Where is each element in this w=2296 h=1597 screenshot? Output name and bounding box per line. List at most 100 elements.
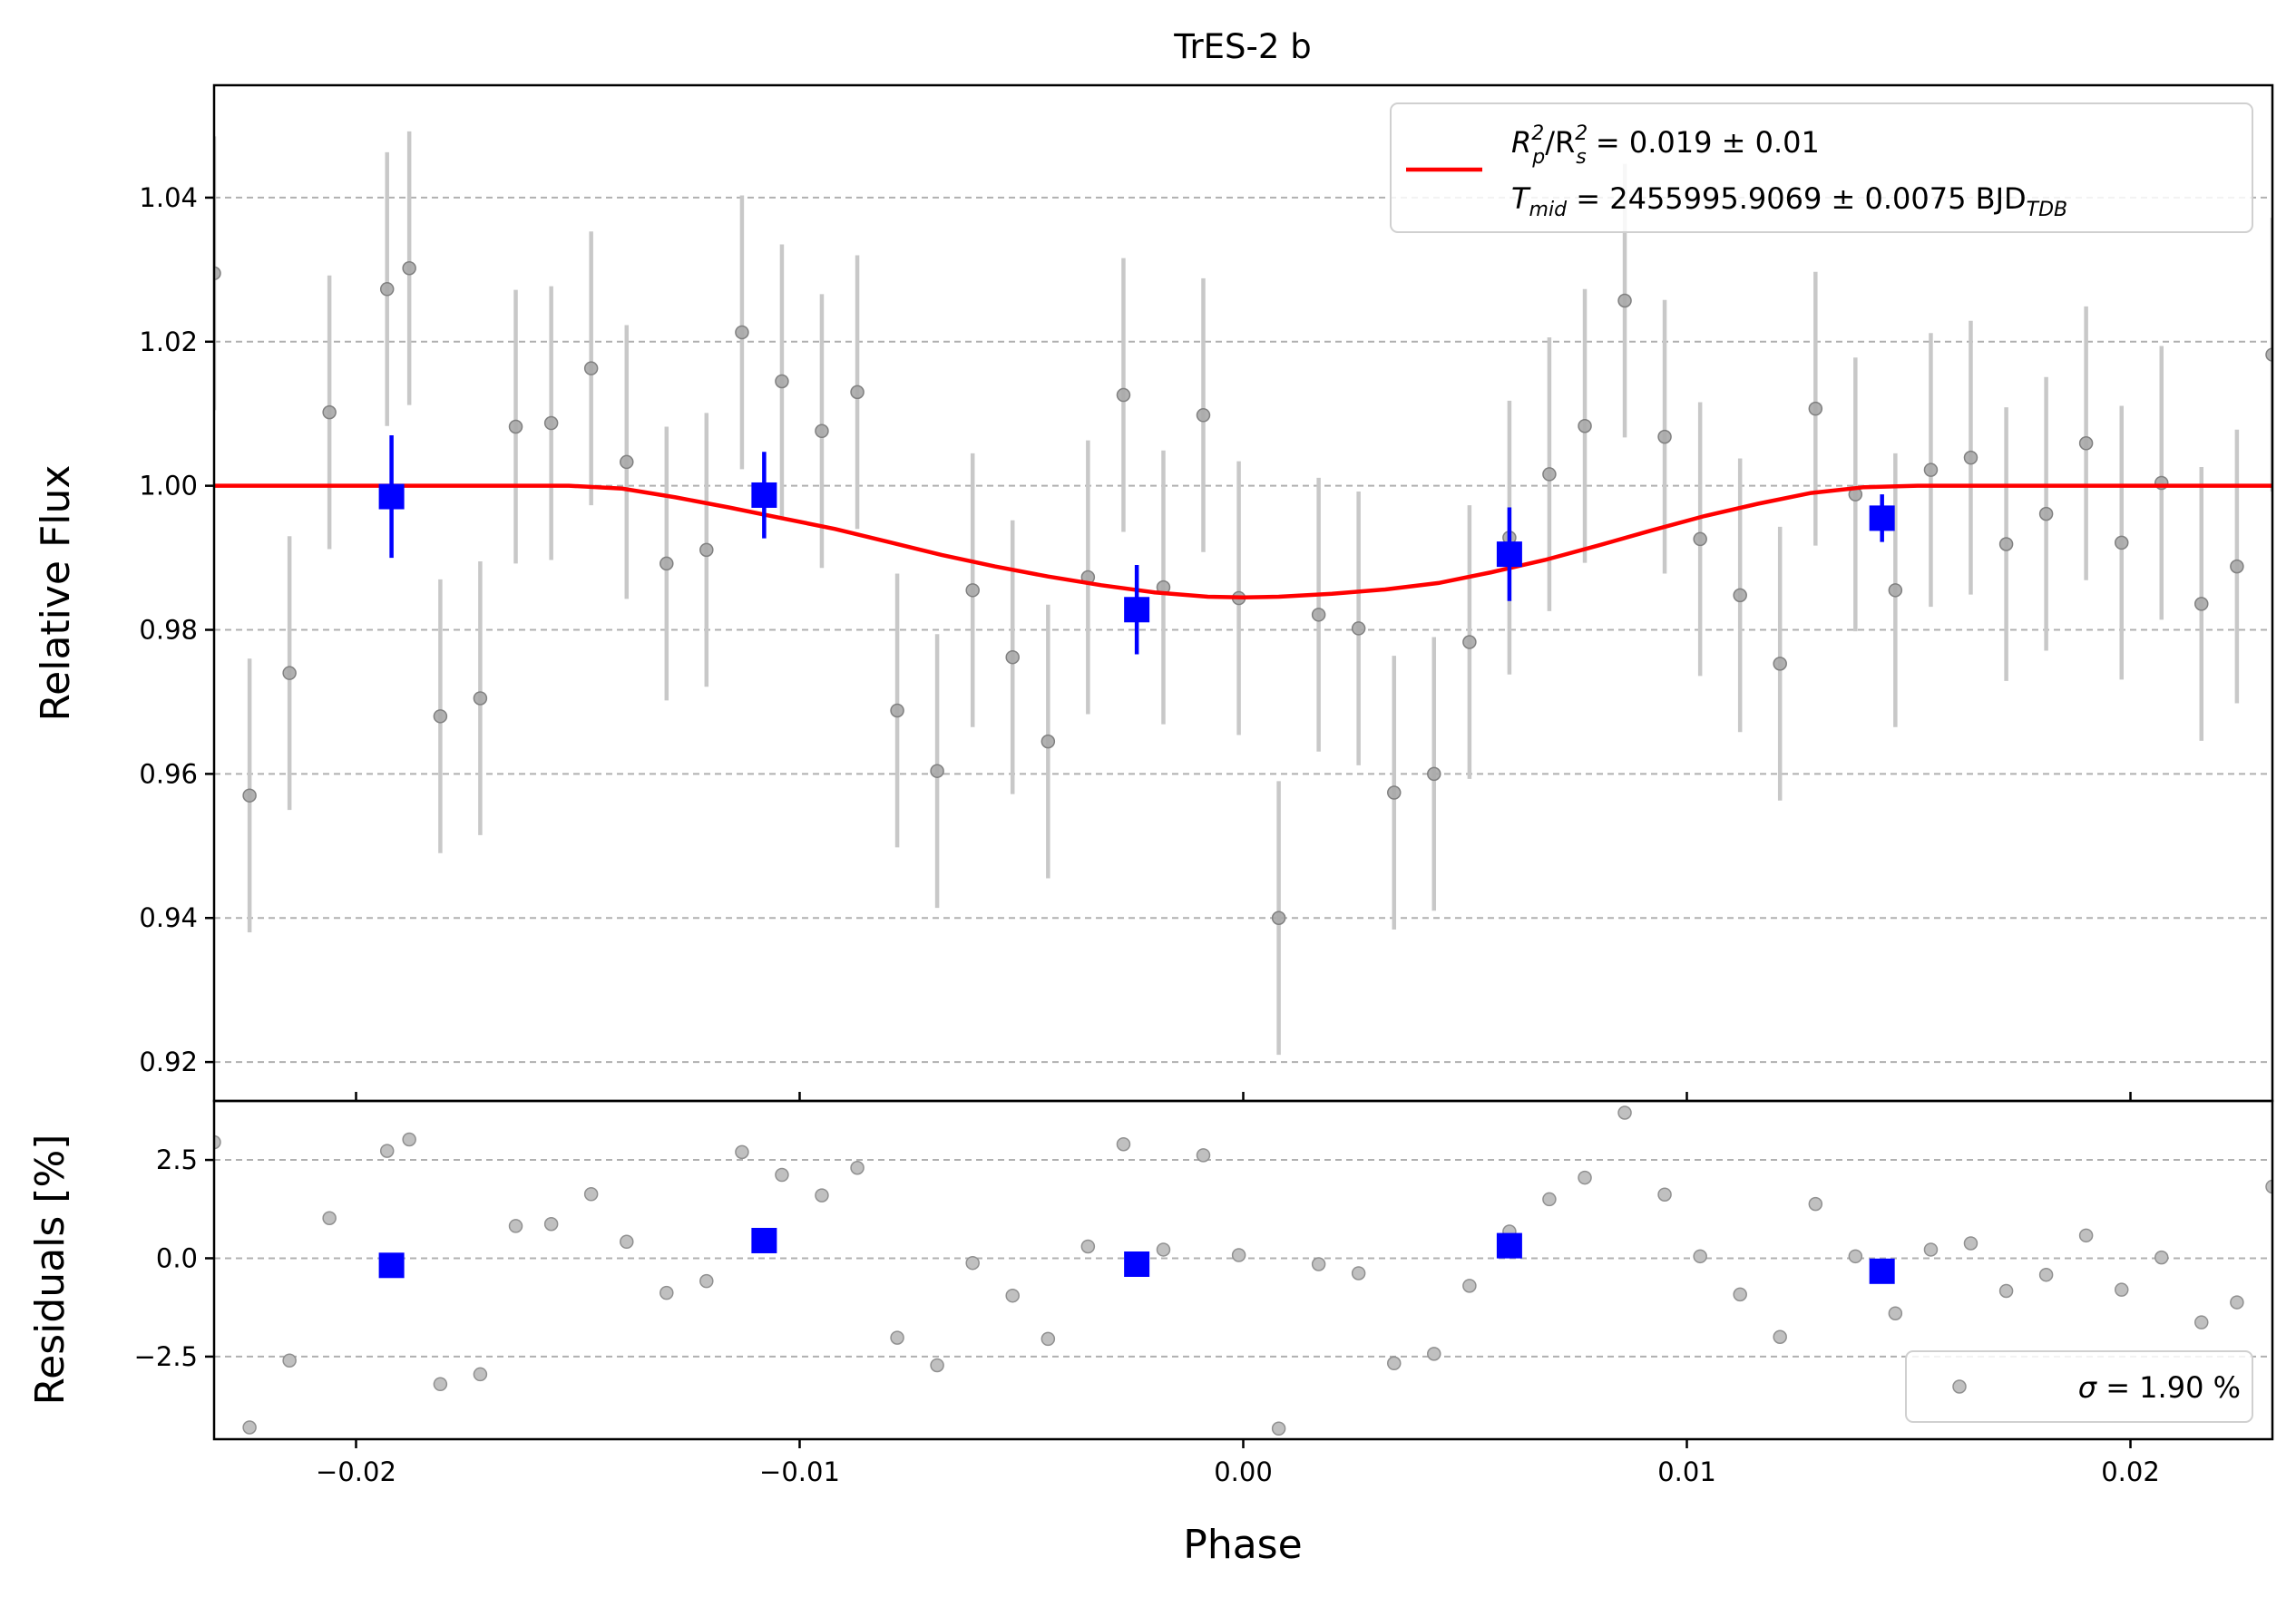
residual-raw-point — [1231, 1248, 1246, 1262]
residual-raw-point — [1351, 1266, 1366, 1281]
binned-data-point — [1496, 541, 1522, 568]
residual-raw-point — [1578, 1170, 1592, 1185]
residual-raw-point — [543, 1217, 559, 1232]
residual-raw-point — [1657, 1187, 1672, 1202]
residual-raw-point — [214, 1134, 221, 1150]
raw-data-point — [1116, 387, 1131, 403]
residual-raw-point — [1773, 1329, 1787, 1344]
raw-data-point — [379, 282, 395, 297]
legend-tmid-entry: Tmid = 2455995.9069 ± 0.0075 BJDTDB — [1511, 181, 2067, 221]
flux-panel: 0.92 0.94 0.96 0.98 1.00 1.02 1.04 Relative Fl… — [33, 83, 2274, 1103]
binned-data-point — [1124, 597, 1150, 623]
residual-raw-point — [1080, 1239, 1096, 1254]
residual-raw-point — [1733, 1287, 1747, 1302]
raw-data-point — [1351, 621, 1366, 636]
raw-data-point — [1888, 583, 1903, 598]
raw-data-point — [433, 709, 448, 724]
legend-residual-swatch — [1952, 1379, 1967, 1394]
residual-raw-point — [2038, 1267, 2054, 1282]
raw-data-point — [1773, 657, 1787, 671]
flux-axis-label: Relative Flux — [33, 465, 79, 722]
raw-data-point — [1693, 531, 1707, 547]
residual-legend-box — [1905, 1350, 2253, 1423]
raw-data-point — [2114, 535, 2129, 550]
residual-raw-point — [1311, 1257, 1326, 1271]
residual-y-tick-label: −2.5 — [134, 1341, 198, 1372]
residual-raw-point — [775, 1167, 789, 1183]
raw-data-point — [965, 583, 980, 598]
raw-data-point — [815, 424, 829, 439]
phase-x-ticks: −0.02 −0.01 0.00 0.01 0.02 — [316, 1092, 2160, 1487]
raw-data-point — [242, 788, 257, 803]
flux-legend: R2 p/R2 s = 0.019 ± 0.01 Tmid = 2455995.90… — [1390, 102, 2253, 233]
raw-data-point — [2038, 506, 2054, 521]
raw-data-point — [2265, 347, 2272, 362]
residual-raw-point — [508, 1219, 523, 1233]
phase-axis-label: Phase — [1183, 1522, 1302, 1568]
residual-raw-point — [1693, 1249, 1707, 1264]
binned-data-point — [378, 483, 405, 510]
raw-data-points — [214, 261, 2272, 925]
phase-tick-label: 0.01 — [1657, 1456, 1716, 1487]
residual-raw-point — [379, 1144, 395, 1158]
raw-data-point — [583, 361, 599, 375]
flux-y-tick-label: 0.94 — [139, 902, 198, 933]
chart-title: TrES-2 b — [1173, 27, 1311, 66]
residual-raw-point — [965, 1255, 980, 1271]
residual-raw-point — [1196, 1148, 1211, 1163]
residual-raw-point — [282, 1353, 297, 1368]
residual-raw-point — [930, 1358, 944, 1373]
raw-data-point — [282, 666, 297, 680]
raw-data-point — [1998, 537, 2014, 551]
residual-raw-point — [1848, 1249, 1863, 1264]
residual-raw-point — [1387, 1356, 1402, 1371]
residual-raw-point — [850, 1160, 865, 1175]
binned-data-point — [1869, 505, 1895, 531]
residual-raw-point — [1271, 1421, 1286, 1436]
residual-raw-point — [2265, 1179, 2272, 1194]
flux-y-tick-label: 0.92 — [139, 1047, 198, 1077]
residual-raw-point — [2194, 1315, 2209, 1329]
raw-data-point — [1963, 450, 1978, 465]
residual-legend: σ = 1.90 % — [1905, 1350, 2253, 1423]
residual-raw-point — [890, 1330, 904, 1345]
residual-raw-point — [433, 1377, 448, 1392]
raw-data-point — [473, 691, 488, 706]
residual-raw-point — [1005, 1288, 1020, 1303]
raw-data-point — [890, 703, 904, 718]
residual-y-ticks: −2.5 0.0 2.5 — [134, 1144, 214, 1372]
residual-raw-point — [620, 1234, 634, 1250]
binned-data-points — [378, 482, 1895, 623]
raw-data-point — [2230, 559, 2244, 574]
residual-raw-point — [242, 1420, 257, 1435]
flux-y-tick-label: 1.04 — [139, 182, 198, 213]
raw-data-point — [508, 419, 523, 434]
residual-raw-point — [1462, 1279, 1477, 1293]
residual-raw-point — [1923, 1242, 1939, 1257]
phase-tick-label: 0.00 — [1214, 1456, 1273, 1487]
flux-y-ticks: 0.92 0.94 0.96 0.98 1.00 1.02 1.04 — [139, 182, 214, 1077]
raw-data-point — [1617, 293, 1632, 308]
residual-raw-point — [2078, 1228, 2094, 1243]
raw-data-point — [2194, 597, 2209, 611]
raw-data-point — [2078, 436, 2094, 451]
residual-binned-points — [378, 1227, 1895, 1284]
binned-data-point — [751, 482, 777, 508]
raw-data-point — [930, 764, 944, 778]
residual-raw-point — [1542, 1192, 1557, 1207]
residual-binned-point — [751, 1227, 777, 1253]
residual-raw-point — [659, 1285, 674, 1300]
raw-data-point — [775, 374, 789, 389]
residual-raw-point — [2114, 1282, 2129, 1297]
flux-y-tick-label: 0.98 — [139, 615, 198, 646]
flux-legend-box — [1390, 102, 2253, 233]
residual-raw-point — [1998, 1283, 2014, 1299]
legend-depth-entry: R2 p/R2 s = 0.019 ± 0.01 — [1511, 122, 1820, 169]
residual-raw-point — [583, 1187, 599, 1202]
raw-data-point — [214, 266, 221, 281]
raw-data-point — [1311, 608, 1326, 622]
residual-panel: −2.5 0.0 2.5 Residuals [%] σ = 1.90 % — [27, 1099, 2274, 1441]
raw-data-point — [699, 542, 714, 558]
residual-raw-point — [2230, 1295, 2244, 1310]
